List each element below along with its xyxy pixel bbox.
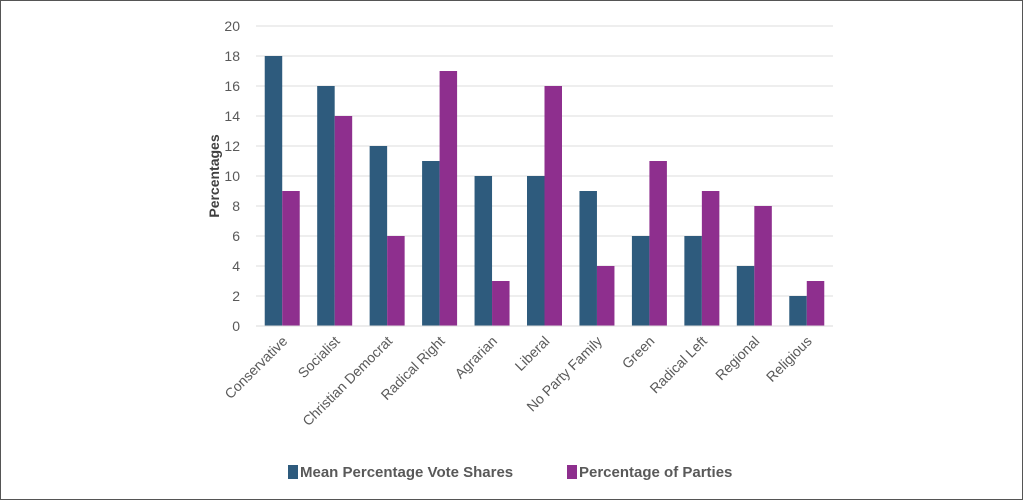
bar-vote-share	[736, 266, 755, 326]
bar-vote-share	[369, 146, 388, 326]
y-tick-label: 10	[224, 168, 240, 184]
y-tick-label: 16	[224, 78, 240, 94]
legend-label-parties: Percentage of Parties	[579, 464, 732, 481]
x-category-label: Agrarian	[451, 333, 500, 382]
bar-parties	[439, 71, 458, 326]
bar-vote-share	[579, 191, 597, 326]
x-category-label: Liberal	[512, 333, 553, 374]
y-axis-ticks: 0 2 4 6 8 10 12 14 16 18 20	[224, 18, 240, 334]
bar-parties	[754, 206, 772, 326]
bar-vote-share	[422, 161, 440, 326]
bar-parties	[544, 86, 562, 326]
y-tick-label: 14	[224, 108, 240, 124]
bar-vote-share	[264, 56, 283, 326]
bar-parties	[492, 281, 510, 326]
legend-label-vote-shares: Mean Percentage Vote Shares	[300, 464, 513, 481]
y-tick-label: 18	[224, 48, 240, 64]
bar-vote-share	[474, 176, 493, 326]
bars	[264, 56, 825, 326]
y-tick-label: 20	[224, 18, 240, 34]
y-tick-label: 2	[232, 288, 240, 304]
x-category-label: Religious	[763, 333, 815, 385]
y-tick-label: 6	[232, 228, 240, 244]
x-category-label: Green	[619, 333, 658, 372]
legend-swatch-parties	[567, 465, 577, 479]
y-tick-label: 8	[232, 198, 240, 214]
bar-parties	[334, 116, 353, 326]
bar-vote-share	[527, 176, 545, 326]
legend: Mean Percentage Vote Shares Percentage o…	[288, 464, 732, 481]
y-tick-label: 4	[232, 258, 240, 274]
x-category-label: Regional	[712, 333, 762, 383]
bar-parties	[806, 281, 825, 326]
x-category-label: Socialist	[295, 333, 343, 381]
x-category-label: Radical Left	[646, 333, 710, 397]
y-tick-label: 12	[224, 138, 240, 154]
legend-swatch-vote-shares	[288, 465, 298, 479]
y-axis-title: Percentages	[206, 134, 222, 217]
bar-vote-share	[317, 86, 335, 326]
bar-parties	[701, 191, 720, 326]
bar-vote-share	[789, 296, 807, 326]
bar-parties	[387, 236, 405, 326]
x-category-label: Christian Democrat	[299, 333, 395, 429]
bar-vote-share	[631, 236, 650, 326]
bar-vote-share	[684, 236, 702, 326]
bar-parties	[649, 161, 667, 326]
x-category-label: Conservative	[221, 333, 290, 402]
bar-parties	[596, 266, 615, 326]
y-tick-label: 0	[232, 318, 240, 334]
bar-parties	[282, 191, 300, 326]
